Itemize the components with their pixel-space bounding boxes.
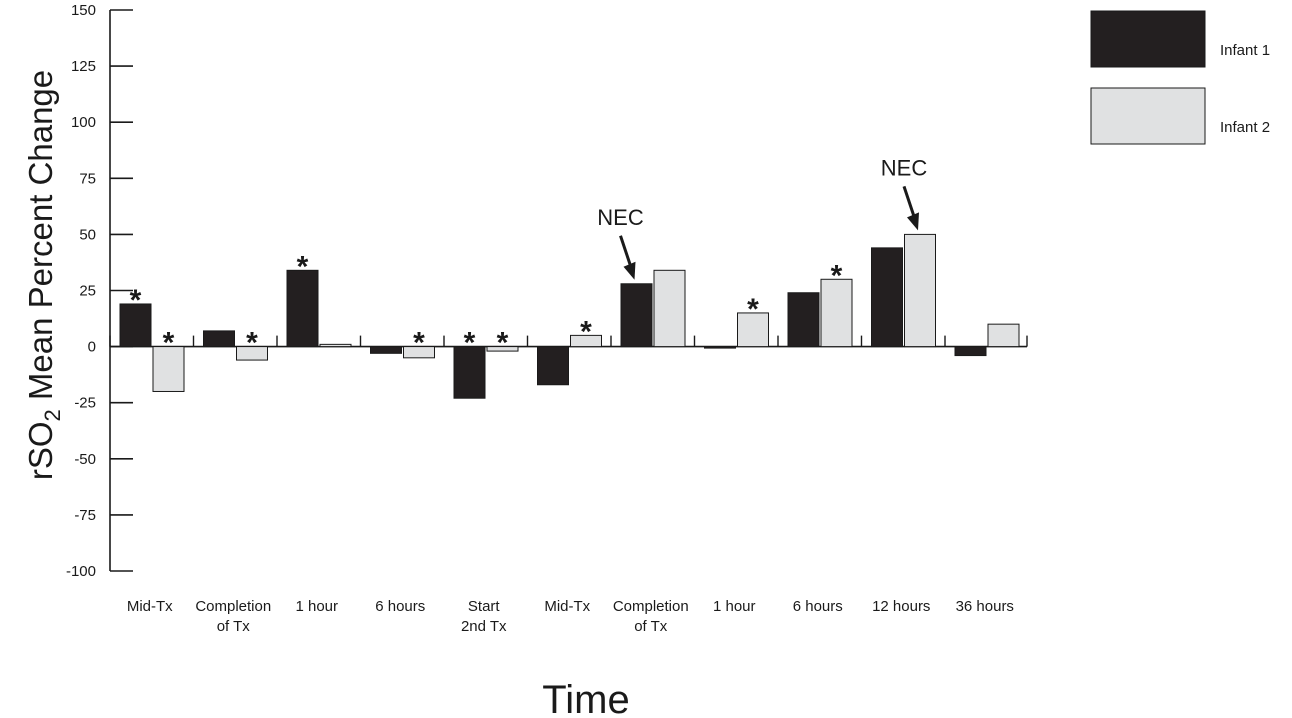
x-category-label: Mid-Tx	[127, 598, 173, 615]
bar-infant-1	[203, 330, 235, 348]
annotation-label: NEC	[597, 205, 644, 230]
y-axis-title: rSO2 Mean Percent Change	[22, 70, 65, 480]
y-axis-title-text: rSO2 Mean Percent Change	[22, 70, 65, 480]
bar-infant-1	[537, 346, 569, 386]
bar-infant-1	[286, 269, 319, 348]
x-category-label: of Tx	[217, 618, 251, 635]
bar-infant-2	[236, 346, 268, 361]
annotation-arrow-shaft	[619, 235, 632, 267]
x-category-label: 36 hours	[956, 598, 1014, 615]
x-category-label: Start	[468, 598, 501, 615]
bar-infant-2	[653, 269, 686, 348]
x-category-label: of Tx	[634, 618, 668, 635]
significance-star: *	[130, 284, 142, 317]
bar-infant-1	[119, 303, 152, 348]
legend-label: Infant 1	[1220, 42, 1270, 59]
bar-infant-2	[987, 323, 1020, 348]
bar-infant-1	[704, 346, 736, 349]
bar-infant-2	[319, 343, 352, 348]
bar-infant-2	[904, 233, 936, 348]
significance-star: *	[297, 250, 309, 283]
significance-star: *	[464, 327, 476, 360]
x-axis-title: Time	[542, 678, 629, 718]
bar-infant-2	[820, 278, 853, 348]
significance-star: *	[413, 327, 425, 360]
legend-swatch	[1090, 87, 1206, 145]
y-tick-label: -100	[66, 563, 96, 580]
bar-infant-2	[737, 312, 769, 348]
significance-star: *	[580, 315, 592, 348]
bar-infant-2	[570, 334, 602, 348]
y-tick-label: 125	[71, 58, 96, 75]
bar-infant-1	[620, 283, 653, 348]
annotation-arrow-head	[623, 261, 636, 280]
bar-infant-1	[871, 247, 903, 348]
y-tick-label: 75	[79, 170, 96, 187]
bar-infant-1	[453, 346, 486, 399]
significance-star: *	[831, 259, 843, 292]
x-category-label: 2nd Tx	[461, 618, 507, 635]
bar-infant-2	[152, 346, 185, 392]
significance-star: *	[246, 327, 258, 360]
legend-label: Infant 2	[1220, 119, 1270, 136]
y-tick-label: -75	[74, 507, 96, 524]
significance-star: *	[163, 327, 175, 360]
y-axis-title-main: rSO	[22, 421, 59, 480]
annotation-label: NEC	[881, 155, 928, 180]
y-tick-label: 50	[79, 226, 96, 243]
y-tick-label: 150	[71, 2, 96, 19]
bar-infant-1	[370, 346, 402, 354]
annotation-arrow-shaft	[902, 185, 916, 217]
x-category-label: 1 hour	[295, 598, 338, 615]
x-category-label: Completion	[613, 598, 689, 615]
y-tick-label: 25	[79, 283, 96, 300]
x-category-label: 6 hours	[793, 598, 843, 615]
y-tick-label: -25	[74, 395, 96, 412]
x-category-label: Completion	[195, 598, 271, 615]
x-category-label: Mid-Tx	[544, 598, 590, 615]
y-tick-label: 0	[88, 339, 96, 356]
annotation-arrow-head	[907, 212, 919, 231]
x-category-label: 12 hours	[872, 598, 930, 615]
legend-swatch	[1090, 10, 1206, 68]
bar-infant-2	[403, 346, 435, 359]
x-category-label: 1 hour	[713, 598, 756, 615]
bar-infant-1	[787, 292, 820, 348]
y-axis-title-rest: Mean Percent Change	[22, 70, 59, 409]
y-axis-title-subscript: 2	[40, 409, 65, 421]
y-tick-label: 100	[71, 114, 96, 131]
y-tick-label: -50	[74, 451, 96, 468]
x-category-label: 6 hours	[375, 598, 425, 615]
bar-infant-2	[486, 346, 519, 352]
significance-star: *	[747, 293, 759, 326]
bar-infant-1	[954, 346, 987, 357]
significance-star: *	[497, 327, 509, 360]
